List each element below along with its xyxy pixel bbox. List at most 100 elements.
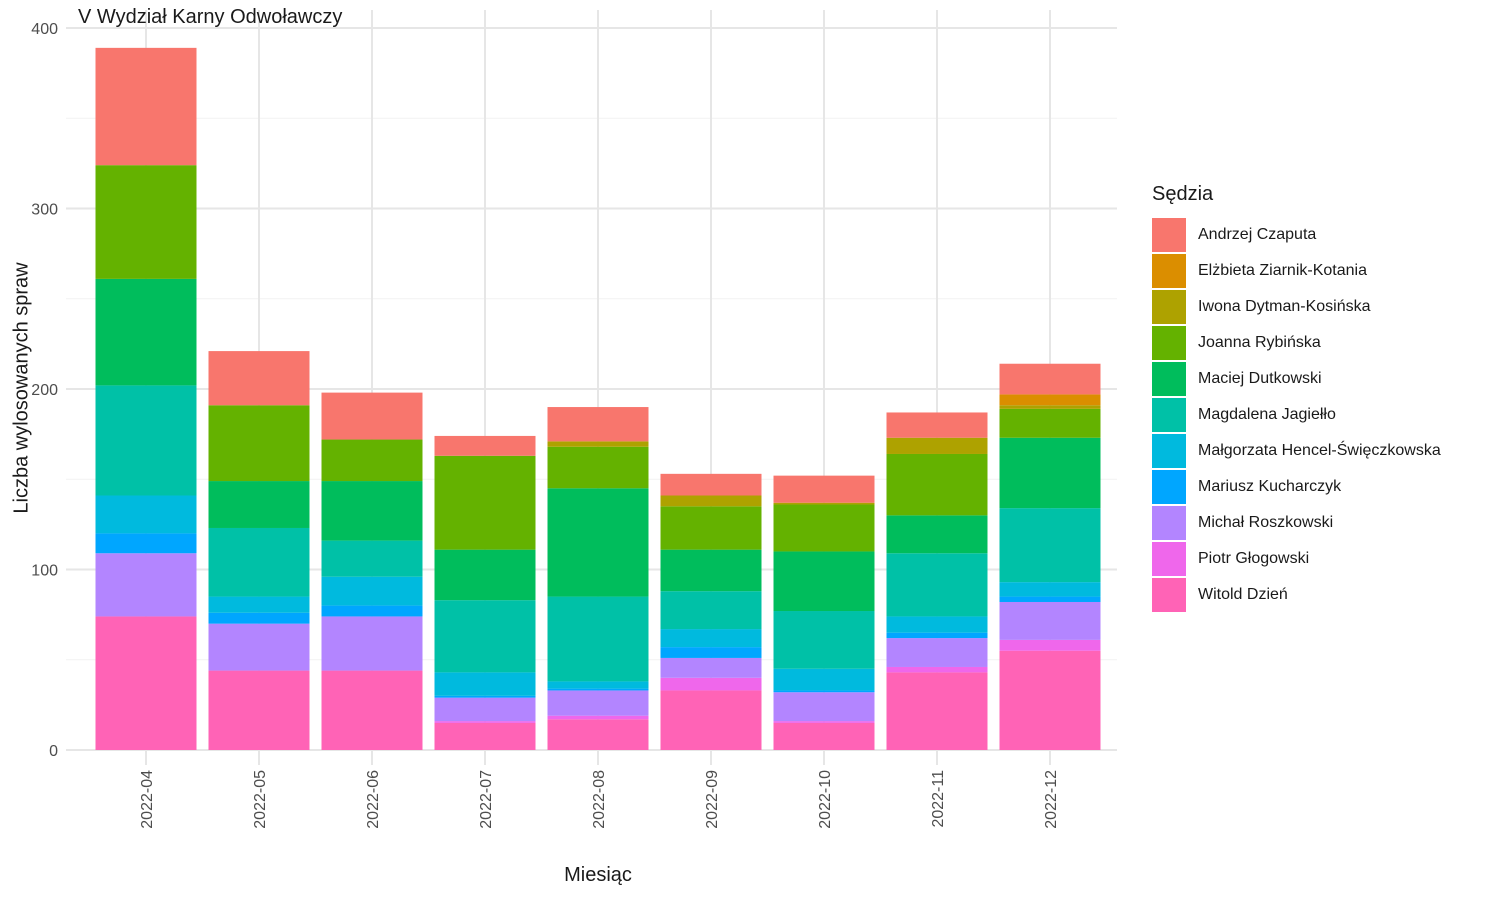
legend-key-swatch: [1152, 290, 1186, 324]
legend-key-swatch: [1152, 434, 1186, 468]
bar-segment: [999, 582, 1101, 597]
legend-label: Elżbieta Ziarnik-Kotania: [1198, 262, 1367, 279]
legend-item: Maciej Dutkowski: [1152, 361, 1441, 397]
bar-segment: [434, 721, 536, 723]
legend-item: Andrzej Czaputa: [1152, 217, 1441, 253]
bar-segment: [321, 616, 423, 671]
legend-key-swatch: [1152, 578, 1186, 612]
y-tick-label: 300: [31, 202, 58, 219]
legend-label: Michał Roszkowski: [1198, 514, 1334, 531]
legend-label: Iwona Dytman-Kosińska: [1198, 298, 1371, 315]
bar-segment: [886, 616, 988, 633]
legend-item: Elżbieta Ziarnik-Kotania: [1152, 253, 1441, 289]
bar-segment: [660, 690, 762, 750]
bar-segment: [999, 508, 1101, 583]
bar-segment: [999, 405, 1101, 409]
bar-segment: [321, 439, 423, 482]
y-tick-label: 200: [31, 382, 58, 399]
y-axis-label: Liczba wylosowanych spraw: [10, 262, 33, 514]
legend-item: Mariusz Kucharczyk: [1152, 469, 1441, 505]
bar-segment: [999, 437, 1101, 509]
y-tick-labels: 0 100 200 300 400: [31, 21, 58, 760]
legend-label: Magdalena Jagiełło: [1198, 406, 1336, 423]
x-tick-label: 2022-04: [139, 770, 156, 829]
bars: [95, 47, 1101, 750]
bar-segment: [95, 165, 197, 279]
bar-segment: [95, 616, 197, 750]
bar-segment: [999, 596, 1101, 602]
bar-segment: [999, 601, 1101, 640]
bar-segment: [886, 638, 988, 667]
bar-segment: [208, 527, 310, 597]
bar-segment: [547, 715, 649, 720]
legend-item: Witold Dzień: [1152, 577, 1441, 613]
bar-segment: [434, 722, 536, 750]
legend-item: Małgorzata Hencel-Święczkowska: [1152, 433, 1441, 469]
bar-segment: [547, 681, 649, 689]
x-tick-label: 2022-08: [591, 770, 608, 829]
bar-segment: [660, 591, 762, 630]
bar-segment: [321, 670, 423, 750]
bar-segment: [95, 495, 197, 534]
bar-segment: [547, 596, 649, 682]
bar-segment: [321, 576, 423, 606]
bar-segment: [434, 697, 536, 722]
legend-key-swatch: [1152, 362, 1186, 396]
bar-segment: [773, 611, 875, 669]
bar-segment: [773, 504, 875, 552]
bar-segment: [773, 551, 875, 612]
y-tick-label: 0: [49, 743, 58, 760]
bar-segment: [208, 405, 310, 482]
bar-segment: [999, 363, 1101, 395]
bar-segment: [95, 533, 197, 554]
bar-segment: [886, 632, 988, 639]
bar-segment: [95, 47, 197, 166]
legend: Andrzej Czaputa Elżbieta Ziarnik-Kotania I…: [1152, 217, 1441, 613]
chart-title: V Wydział Karny Odwoławczy: [78, 6, 343, 28]
bar-segment: [95, 385, 197, 496]
legend-label: Andrzej Czaputa: [1198, 226, 1317, 243]
bar-segment: [886, 453, 988, 516]
bar-segment: [547, 688, 649, 691]
bar-segment: [434, 435, 536, 456]
bar-segment: [886, 515, 988, 554]
bar-segment: [660, 473, 762, 496]
bar-segment: [321, 540, 423, 577]
bar-segment: [773, 668, 875, 691]
bar-segment: [886, 553, 988, 617]
bar-segment: [660, 506, 762, 550]
legend-label: Piotr Głogowski: [1198, 550, 1310, 567]
bar-segment: [886, 672, 988, 750]
legend-item: Iwona Dytman-Kosińska: [1152, 289, 1441, 325]
bar-segment: [660, 495, 762, 507]
x-axis-label: Miesiąc: [564, 864, 632, 886]
legend-item: Magdalena Jagiełło: [1152, 397, 1441, 433]
legend-label: Witold Dzień: [1198, 586, 1288, 603]
bar-segment: [208, 612, 310, 624]
legend-key-swatch: [1152, 506, 1186, 540]
legend-item: Piotr Głogowski: [1152, 541, 1441, 577]
legend-label: Mariusz Kucharczyk: [1198, 478, 1342, 495]
bar-segment: [208, 481, 310, 528]
bar-segment: [886, 437, 988, 454]
bar-segment: [434, 672, 536, 696]
legend-title: Sędzia: [1152, 183, 1214, 205]
bar-segment: [660, 647, 762, 658]
bar-segment: [773, 690, 875, 693]
bar-segment: [95, 278, 197, 386]
bar-segment: [547, 441, 649, 447]
legend-key-swatch: [1152, 470, 1186, 504]
legend-item: Michał Roszkowski: [1152, 505, 1441, 541]
bar-segment: [547, 488, 649, 597]
legend-label: Małgorzata Hencel-Święczkowska: [1198, 442, 1441, 459]
bar-segment: [95, 553, 197, 617]
bar-segment: [660, 629, 762, 648]
bar-segment: [660, 549, 762, 592]
x-tick-label: 2022-10: [817, 770, 834, 829]
bar-segment: [660, 677, 762, 691]
bar-segment: [999, 650, 1101, 750]
legend-label: Joanna Rybińska: [1198, 334, 1321, 351]
bar-segment: [999, 639, 1101, 651]
y-tick-label: 100: [31, 563, 58, 580]
